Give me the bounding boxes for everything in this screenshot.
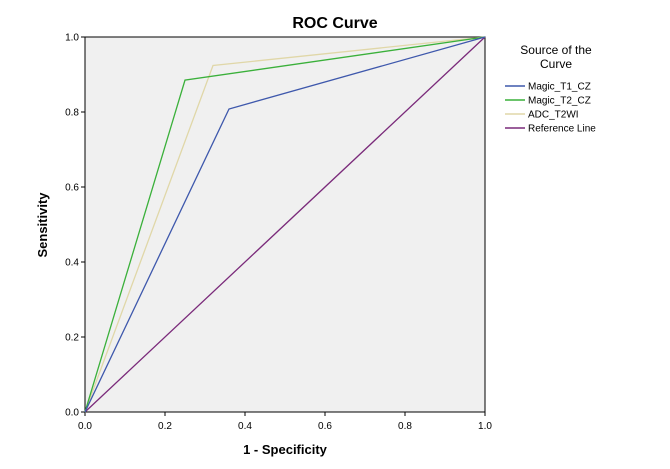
legend-label: Magic_T1_CZ — [528, 82, 591, 93]
y-tick-label: 0.0 — [65, 408, 79, 419]
series-line-magic-t1-cz — [84, 36, 486, 413]
series-line-magic-t2-cz — [84, 36, 486, 413]
y-axis-label: Sensitivity — [35, 192, 50, 258]
y-tick-label: 0.8 — [65, 108, 79, 119]
series-line-reference-line — [84, 36, 486, 413]
legend-label: ADC_T2WI — [528, 110, 579, 121]
x-tick-label: 0.4 — [238, 421, 252, 432]
y-tick-label: 0.2 — [65, 333, 79, 344]
y-tick-label: 0.6 — [65, 183, 79, 194]
x-tick-label: 0.2 — [158, 421, 172, 432]
legend-label: Reference Line — [528, 124, 596, 135]
legend-label: Magic_T2_CZ — [528, 96, 591, 107]
series-lines — [84, 36, 486, 413]
legend: Source of the Curve Magic_T1_CZ Magic_T2_… — [505, 43, 596, 135]
legend-title-line-2: Curve — [540, 57, 572, 71]
x-axis-label: 1 - Specificity — [243, 442, 328, 457]
chart-title: ROC Curve — [292, 15, 377, 32]
x-tick-label: 0.0 — [78, 421, 92, 432]
x-tick-label: 0.8 — [398, 421, 412, 432]
y-axis: 0.0 0.2 0.4 0.6 0.8 1.0 — [65, 33, 85, 419]
legend-title-line-1: Source of the — [520, 43, 592, 57]
x-axis: 0.0 0.2 0.4 0.6 0.8 1.0 — [78, 412, 492, 432]
series-line-adc-t2wi — [84, 36, 486, 413]
x-tick-label: 0.6 — [318, 421, 332, 432]
x-tick-label: 1.0 — [478, 421, 492, 432]
y-tick-label: 1.0 — [65, 33, 79, 44]
y-tick-label: 0.4 — [65, 258, 79, 269]
